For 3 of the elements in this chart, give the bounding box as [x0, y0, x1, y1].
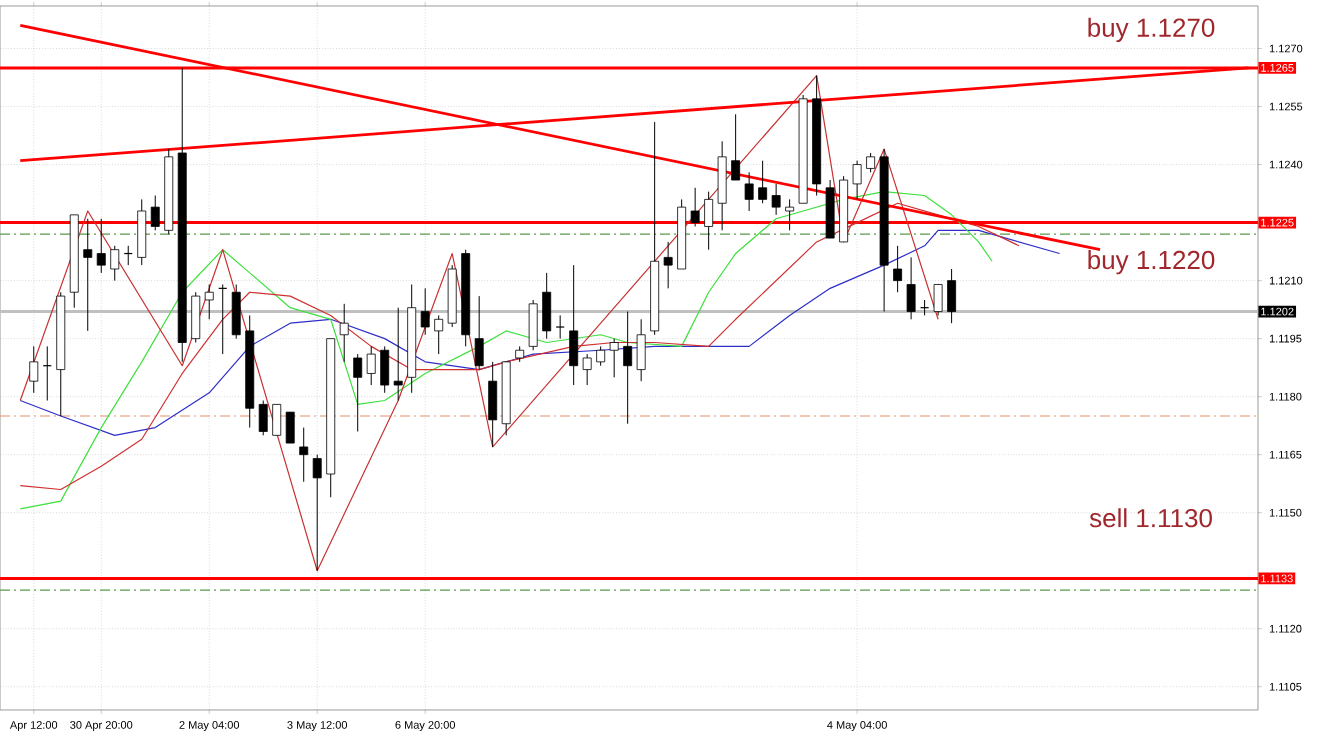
annotation: buy 1.1270: [1088, 17, 1215, 43]
annotation: sell 1.1130: [1089, 508, 1212, 528]
annotation: buy 1.1220: [1088, 250, 1215, 275]
